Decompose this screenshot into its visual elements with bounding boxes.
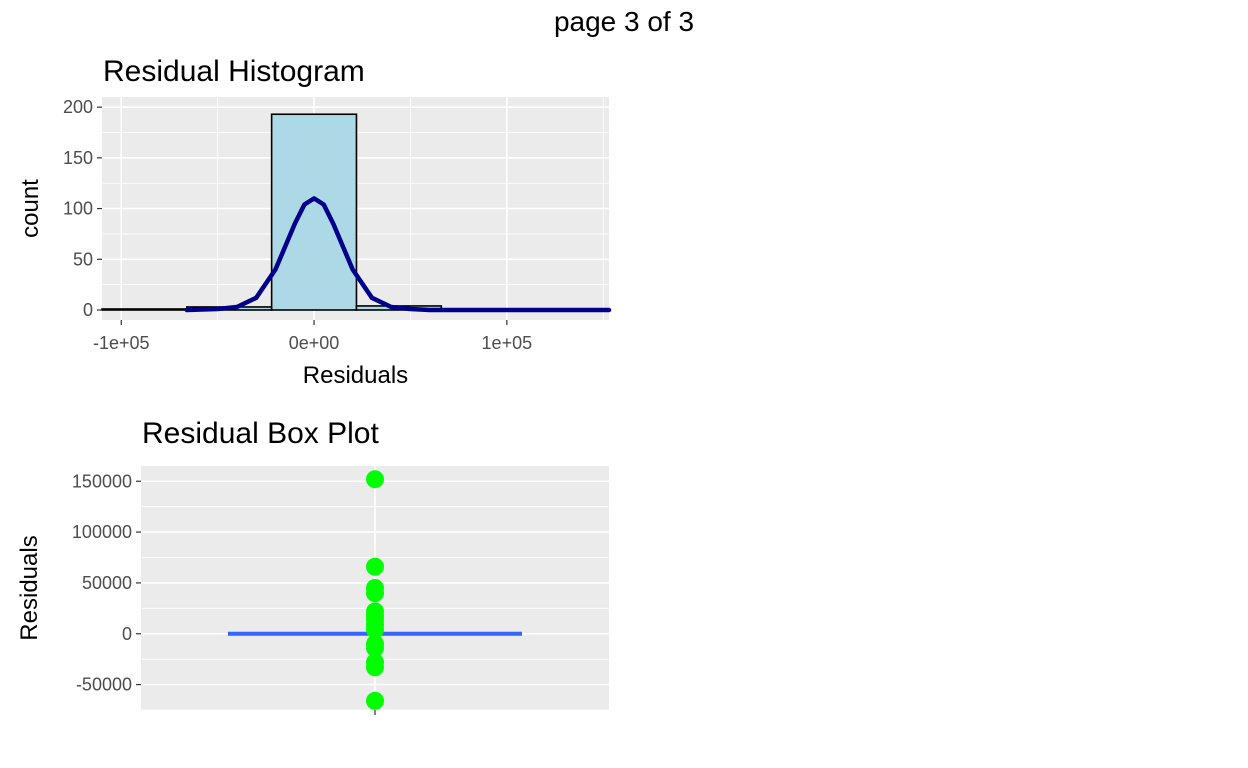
outlier-point bbox=[366, 620, 384, 639]
y-tick-label: 50 bbox=[73, 249, 93, 269]
outlier-point bbox=[366, 658, 384, 677]
histogram-y-axis-title: count bbox=[17, 179, 44, 238]
outlier-point bbox=[366, 584, 384, 603]
y-tick-label: 150000 bbox=[72, 471, 132, 491]
density-curve bbox=[184, 196, 612, 313]
outlier-point bbox=[366, 691, 384, 710]
histogram-title: Residual Histogram bbox=[103, 55, 365, 88]
boxplot-chart: -50000 0 50000 100000 150000 Residuals bbox=[16, 466, 609, 715]
y-tick-label: -50000 bbox=[76, 675, 132, 695]
y-tick-label: 100 bbox=[63, 199, 93, 219]
boxplot-y-axis: -50000 0 50000 100000 150000 bbox=[72, 471, 376, 715]
boxplot-title: Residual Box Plot bbox=[142, 417, 379, 450]
x-tick-label: -1e+05 bbox=[93, 333, 150, 353]
outlier-point bbox=[366, 638, 384, 657]
outlier-point bbox=[366, 470, 384, 489]
histogram-x-axis: -1e+05 0e+00 1e+05 bbox=[93, 320, 532, 353]
histogram-bar bbox=[101, 308, 188, 311]
y-tick-label: 0 bbox=[83, 300, 93, 320]
histogram-bar bbox=[270, 113, 358, 311]
boxplot-outliers bbox=[366, 470, 384, 710]
y-tick-label: 150 bbox=[63, 148, 93, 168]
y-tick-label: 100000 bbox=[72, 522, 132, 542]
histogram-x-axis-title: Residuals bbox=[303, 362, 408, 389]
page-title: page 3 of 3 bbox=[553, 6, 695, 37]
y-tick-label: 0 bbox=[122, 624, 132, 644]
x-tick-label: 1e+05 bbox=[482, 333, 533, 353]
y-tick-label: 200 bbox=[63, 97, 93, 117]
histogram-y-axis: 0 50 100 150 200 bbox=[63, 97, 102, 320]
outlier-point bbox=[366, 557, 384, 576]
x-tick-label: 0e+00 bbox=[289, 333, 340, 353]
y-tick-label: 50000 bbox=[82, 573, 132, 593]
boxplot-y-axis-title: Residuals bbox=[16, 535, 43, 640]
